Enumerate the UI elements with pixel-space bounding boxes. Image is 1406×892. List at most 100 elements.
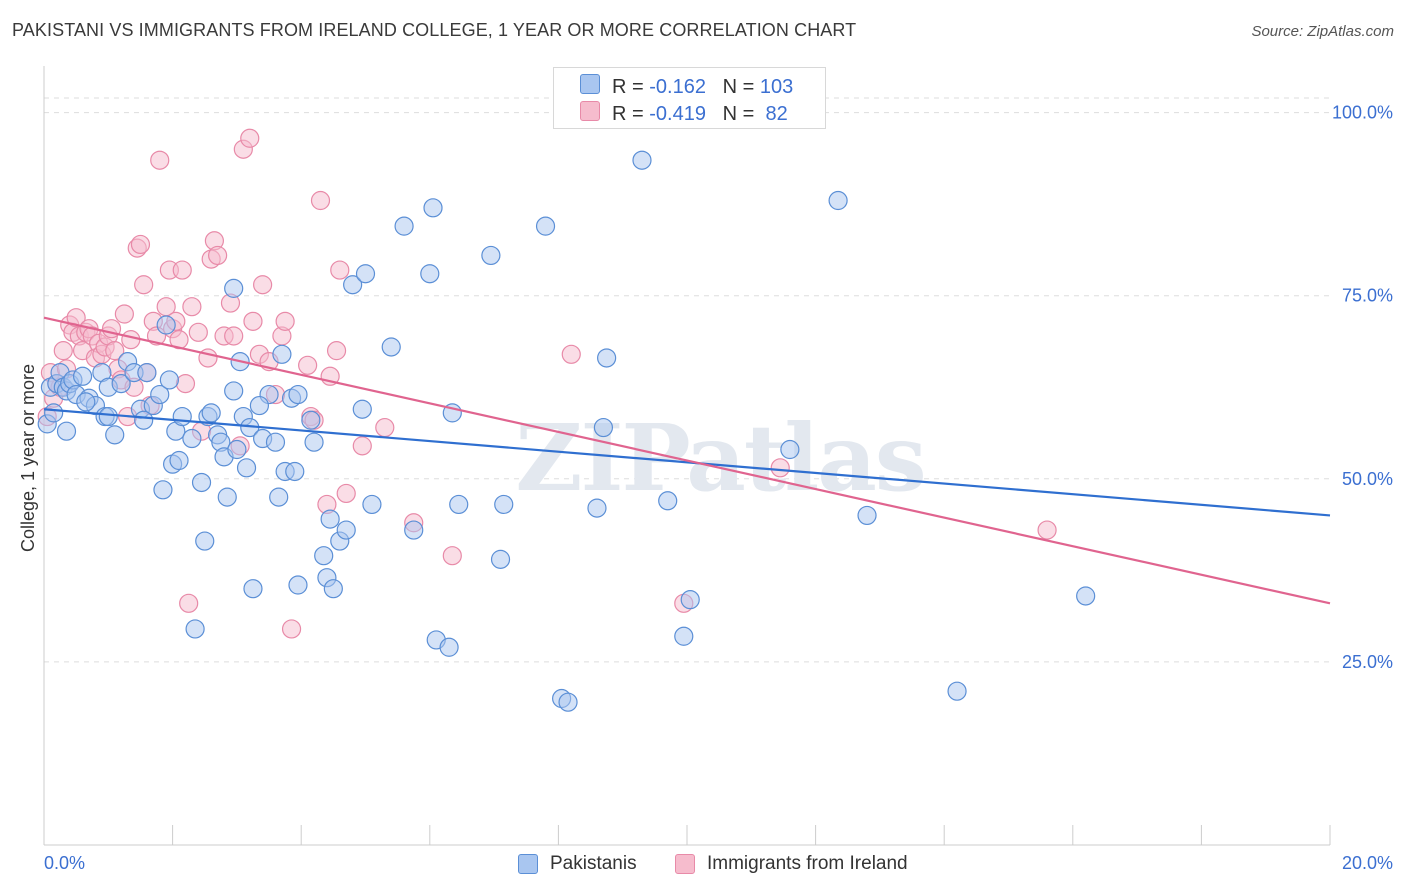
ireland-point [208, 245, 228, 266]
pakistanis-point [236, 458, 257, 478]
ireland-point [134, 275, 154, 295]
ireland-point [150, 150, 170, 170]
pakistanis-point [494, 494, 514, 515]
pakistanis-point [343, 275, 363, 295]
pakistanis-point [320, 509, 340, 529]
pakistanis-point [44, 403, 64, 423]
pakistanis-point [394, 216, 414, 236]
pakistanis-point [404, 520, 424, 540]
pakistanis-point [201, 403, 221, 423]
ireland-swatch [580, 101, 600, 121]
y-tick-label: 25.0% [1342, 652, 1393, 672]
pakistanis-point [169, 450, 189, 471]
pakistanis-point [288, 575, 308, 595]
pakistanis-point [423, 198, 443, 218]
pakistanis-point [680, 590, 700, 610]
pakistanis-point [265, 432, 286, 452]
pakistanis-point [153, 480, 173, 500]
pakistanis-point [439, 637, 459, 657]
ireland-point [130, 234, 151, 255]
pakistanis-point [857, 505, 877, 526]
pakistanis-point [587, 498, 607, 518]
pakistanis-point [56, 421, 77, 441]
pakistanis-swatch [580, 74, 600, 94]
ireland-point [224, 326, 244, 346]
pakistanis-point [195, 531, 215, 551]
axes [43, 66, 1331, 846]
x-tick-label: 20.0% [1342, 853, 1393, 873]
pakistanis-point [76, 392, 96, 412]
x-tick-labels: 0.0% 20.0% [44, 853, 1393, 873]
n-value: 103 [759, 76, 794, 98]
pakistanis-point [381, 337, 401, 357]
pakistanis-point [288, 384, 308, 405]
ireland-point [182, 297, 202, 317]
pakistanis-point [217, 487, 237, 507]
pakistanis-point [111, 374, 131, 394]
ireland-trendline [43, 316, 1331, 605]
ireland-point [375, 417, 395, 438]
pakistanis-point [156, 315, 176, 335]
pakistanis-point [449, 494, 469, 515]
pakistanis-point [172, 406, 192, 427]
pakistanis-point [301, 410, 321, 430]
pakistanis-point [137, 363, 157, 383]
pakistanis-point [304, 432, 324, 452]
ireland-point [352, 436, 372, 456]
pakistanis-point [314, 546, 334, 566]
ireland-point [243, 311, 263, 331]
pakistanis-point [150, 384, 170, 405]
ireland-point [175, 374, 196, 394]
gridlines [44, 97, 1330, 663]
legend-label: Immigrants from Ireland [707, 853, 908, 874]
ireland-swatch [675, 854, 695, 874]
pakistanis-point [243, 579, 263, 599]
pakistanis-point [597, 348, 617, 368]
pakistanis-point [72, 366, 93, 386]
chart-title: PAKISTANI VS IMMIGRANTS FROM IRELAND COL… [12, 20, 857, 40]
watermark: ZIPatlas [515, 404, 924, 512]
pakistanis-point [249, 395, 270, 416]
trendlines [43, 316, 1331, 605]
pakistanis-point [227, 439, 247, 460]
pakistanis-point [828, 190, 848, 211]
ireland-point [188, 322, 208, 342]
ireland-point [66, 308, 86, 328]
pakistanis-point [323, 579, 343, 599]
series-ireland-points [37, 128, 1057, 639]
stats-legend: R = -0.162 N = 103 R = -0.419 N = 82 [553, 67, 826, 129]
y-tick-label: 75.0% [1342, 286, 1393, 306]
pakistanis-point [1076, 586, 1096, 606]
y-axis-label: College, 1 year or more [18, 364, 38, 552]
pakistanis-point [362, 494, 382, 515]
ireland-point [105, 341, 125, 361]
pakistanis-point [780, 439, 800, 460]
pakistanis-point [558, 692, 578, 712]
ireland-point [298, 355, 318, 375]
stats-row-pakistanis: R = -0.162 N = 103 [554, 74, 825, 104]
pakistanis-point [191, 472, 212, 493]
pakistanis-point [269, 487, 289, 507]
r-label: R = [612, 103, 650, 125]
pakistanis-trendline [43, 408, 1331, 517]
n-label: N = [722, 76, 760, 98]
n-value: 82 [759, 103, 788, 125]
series-legend: Pakistanis Immigrants from Ireland [0, 852, 1406, 878]
ireland-point [114, 304, 134, 324]
pakistanis-point [674, 626, 694, 646]
y-tick-labels: 25.0% 50.0% 75.0% 100.0% [1332, 103, 1393, 672]
pakistanis-point [98, 406, 118, 427]
pakistanis-point [336, 520, 356, 540]
pakistanis-point [355, 264, 376, 284]
pakistanis-point [159, 370, 179, 390]
r-value: -0.419 [649, 103, 706, 125]
pakistanis-point [420, 264, 440, 284]
pakistanis-point [285, 461, 305, 482]
ireland-point [326, 341, 347, 361]
y-tick-label: 50.0% [1342, 469, 1393, 489]
ireland-point [561, 344, 581, 364]
x-tick-label: 0.0% [44, 853, 85, 873]
r-label: R = [612, 76, 650, 98]
pakistanis-point [632, 150, 652, 170]
y-tick-label: 100.0% [1332, 103, 1393, 123]
